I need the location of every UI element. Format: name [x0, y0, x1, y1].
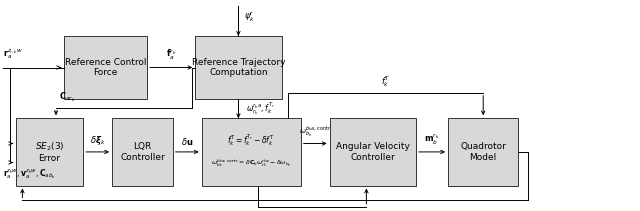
Text: $\mathbf{C}_{ar_k}$: $\mathbf{C}_{ar_k}$	[60, 91, 76, 104]
Text: LQR
Controller: LQR Controller	[120, 142, 164, 162]
FancyBboxPatch shape	[112, 118, 173, 186]
Text: $\mathbf{r}_a^{z_{r,k}w}$: $\mathbf{r}_a^{z_{r,k}w}$	[3, 48, 23, 61]
FancyBboxPatch shape	[202, 118, 301, 186]
Text: Angular Velocity
Controller: Angular Velocity Controller	[336, 142, 410, 162]
Text: $\omega_{b_k}^{b_k a,\mathrm{contr}} = \delta\mathbf{C}_k\omega_{r_k}^{r_k a} - : $\omega_{b_k}^{b_k a,\mathrm{contr}} = \…	[211, 157, 292, 170]
Text: $\psi_k^r$: $\psi_k^r$	[244, 9, 255, 24]
Text: $\mathbf{f}_a^{r_k}$: $\mathbf{f}_a^{r_k}$	[166, 48, 177, 62]
FancyBboxPatch shape	[195, 36, 282, 99]
Text: $SE_2(3)$
Error: $SE_2(3)$ Error	[35, 141, 65, 163]
FancyBboxPatch shape	[64, 36, 147, 99]
Text: $f_k^{\mathrm{T}} = f_k^{\mathrm{T}_r} - \delta f_k^{\mathrm{T}}$: $f_k^{\mathrm{T}} = f_k^{\mathrm{T}_r} -…	[227, 133, 275, 148]
FancyBboxPatch shape	[16, 118, 83, 186]
Text: $\delta\mathbf{u}$: $\delta\mathbf{u}$	[181, 136, 193, 147]
Text: Reference Control
Force: Reference Control Force	[65, 58, 147, 77]
FancyBboxPatch shape	[330, 118, 416, 186]
Text: Quadrotor
Model: Quadrotor Model	[460, 142, 506, 162]
Text: $\omega_{b_k}^{b_k a,\mathrm{contr}}$: $\omega_{b_k}^{b_k a,\mathrm{contr}}$	[299, 125, 332, 139]
Text: $f_k^{\mathrm{T}}$: $f_k^{\mathrm{T}}$	[381, 74, 390, 89]
Text: $\omega_{r_k}^{r_k a}, f_k^{T_r}$: $\omega_{r_k}^{r_k a}, f_k^{T_r}$	[246, 100, 275, 117]
Text: $\mathbf{m}_b^{r_k}$: $\mathbf{m}_b^{r_k}$	[424, 131, 440, 147]
FancyBboxPatch shape	[448, 118, 518, 186]
Text: $\mathbf{r}_a^{z_k w}, \mathbf{v}_a^{z_k w}, \mathbf{C}_{ab_k}$: $\mathbf{r}_a^{z_k w}, \mathbf{v}_a^{z_k…	[3, 168, 56, 181]
Text: $\delta\boldsymbol{\xi}_k$: $\delta\boldsymbol{\xi}_k$	[90, 134, 106, 147]
Text: Reference Trajectory
Computation: Reference Trajectory Computation	[191, 58, 285, 77]
Text: $\omega_{b_k}^{b_k a}$: $\omega_{b_k}^{b_k a}$	[264, 209, 282, 211]
